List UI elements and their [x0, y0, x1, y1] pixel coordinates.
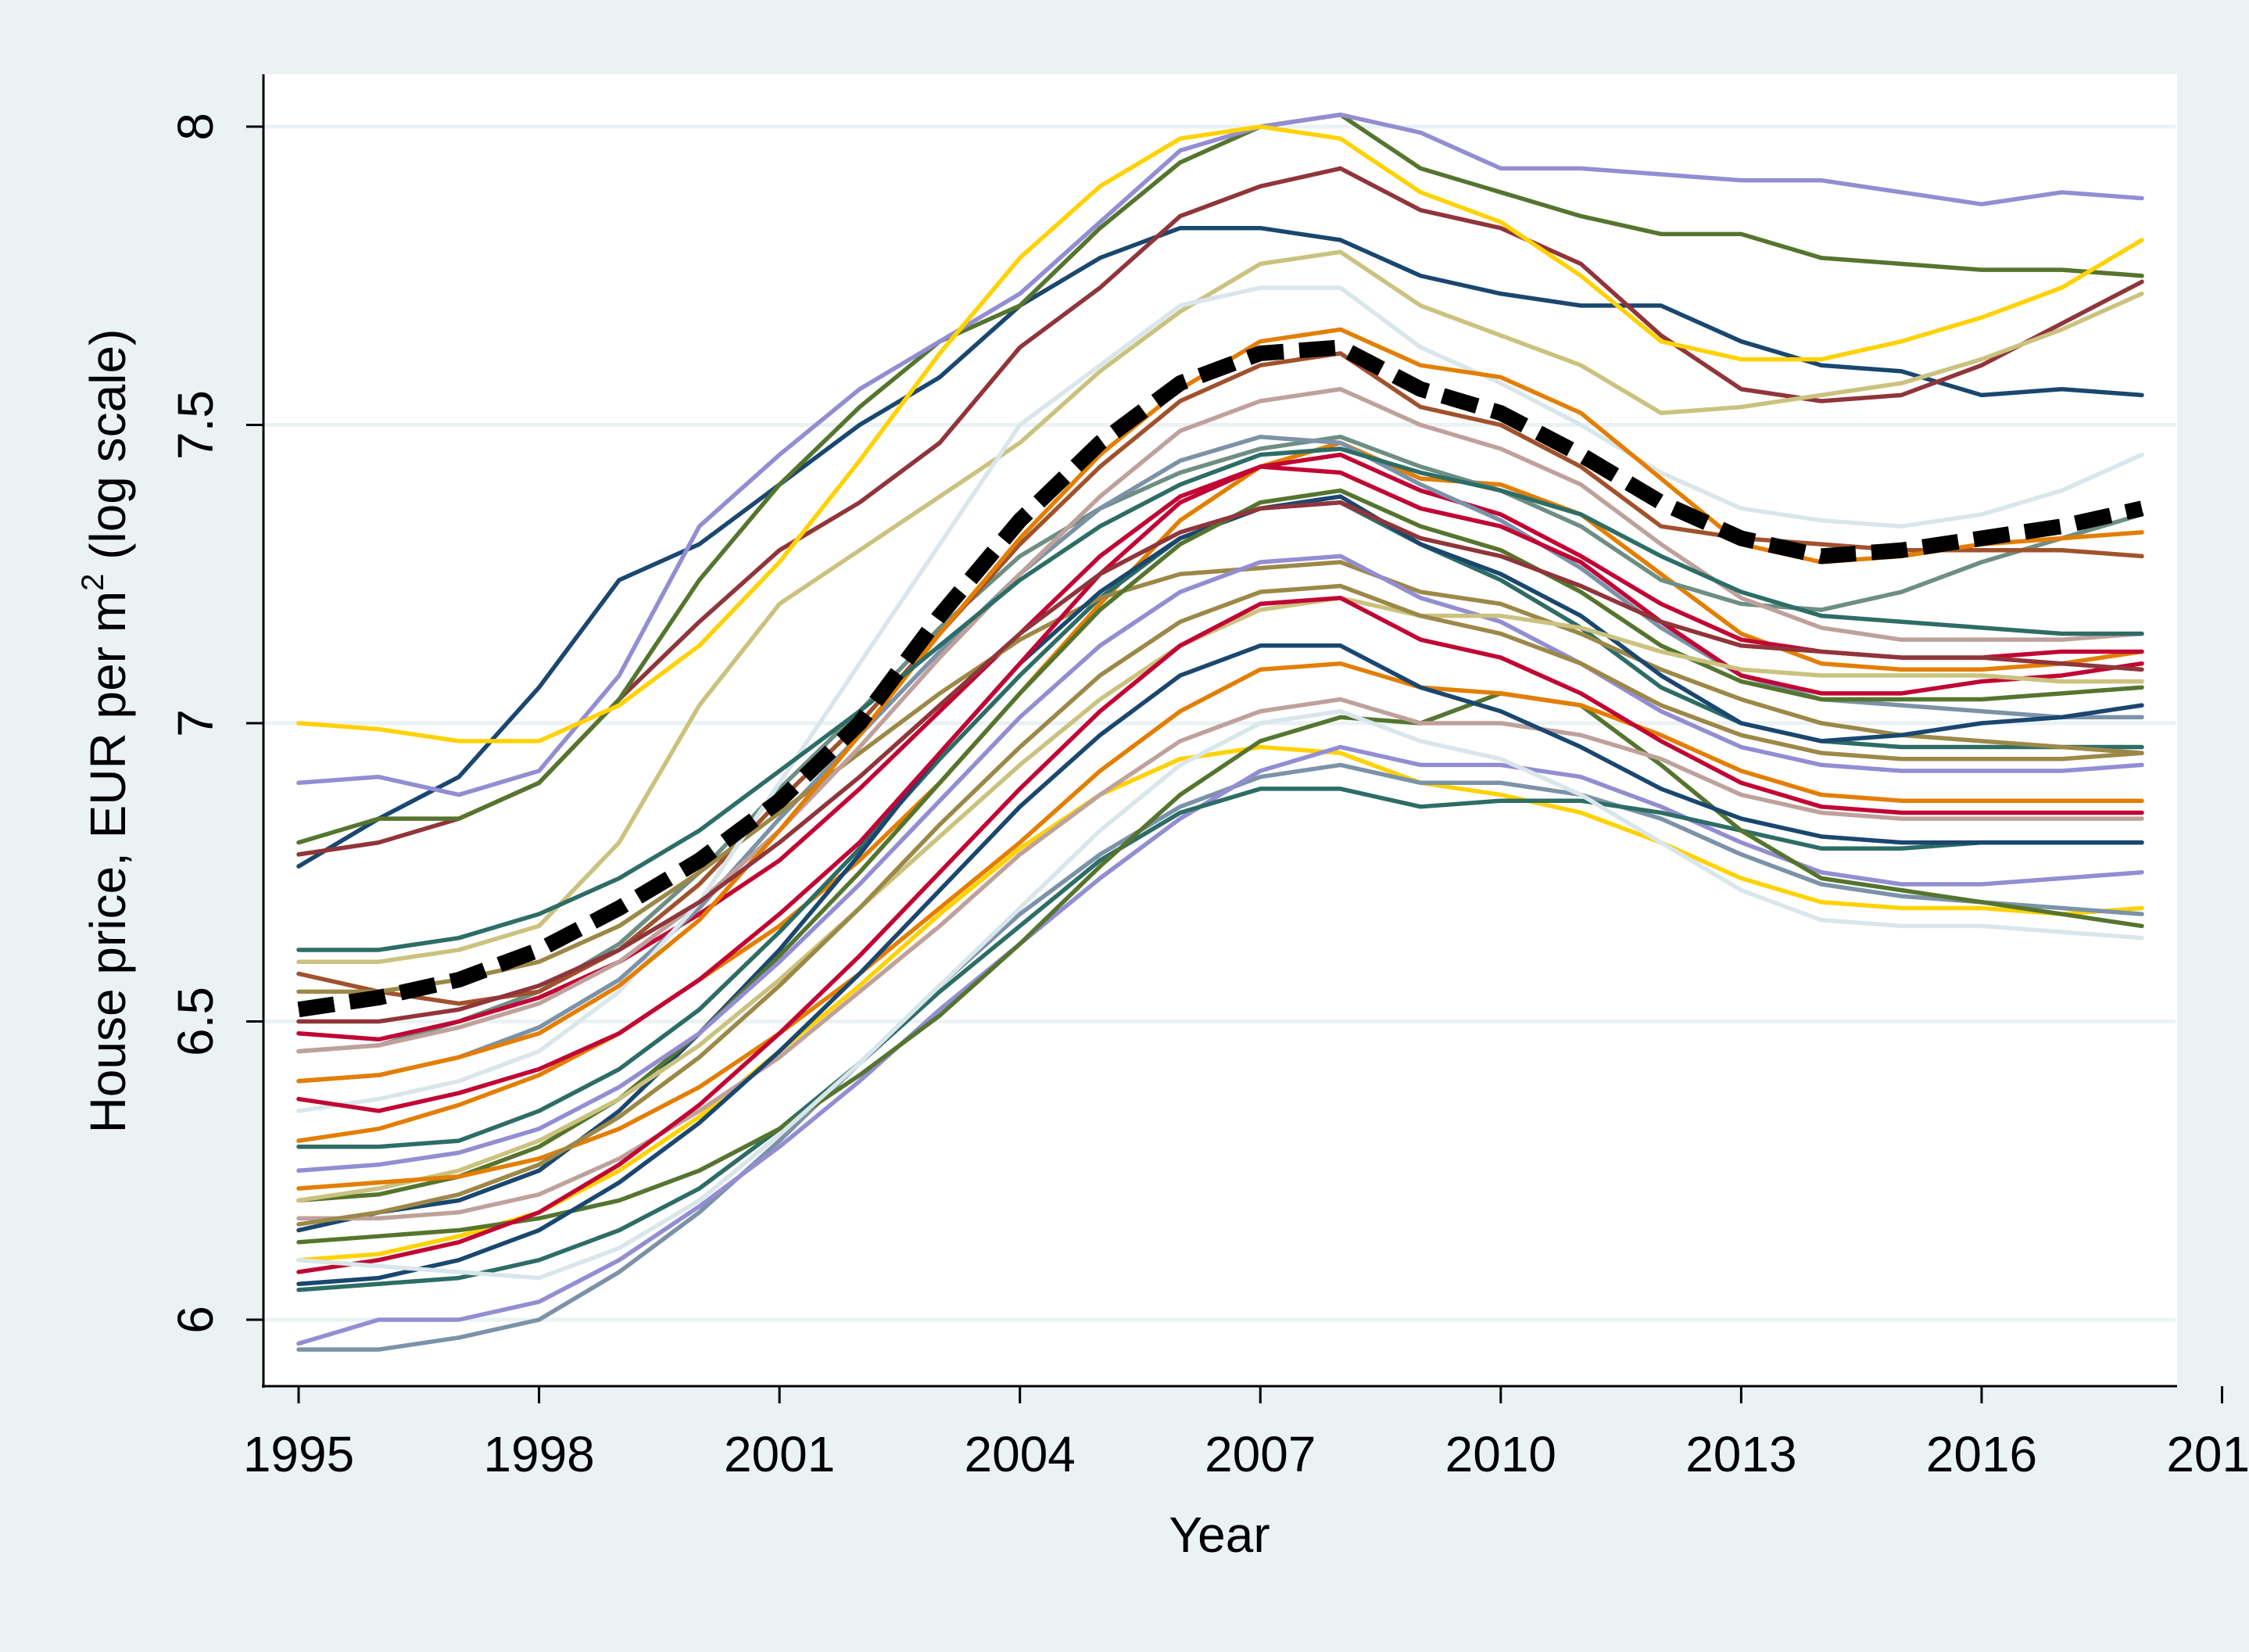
y-axis-title-suffix: (log scale) [80, 329, 136, 574]
series-line-region-33 [296, 708, 2144, 1281]
y-tick-label-7: 7 [167, 709, 224, 737]
gridlines [265, 124, 2176, 1322]
y-tick-label-6.5: 6.5 [167, 987, 224, 1056]
series-line-region-15 [296, 285, 2144, 1113]
axes [262, 74, 2177, 1388]
y-axis-title-superscript: 2 [76, 574, 110, 591]
x-tick-label-2019: 2019 [2166, 1426, 2249, 1482]
x-tick-label-2001: 2001 [724, 1426, 835, 1482]
x-axis-title: Year [1169, 1507, 1270, 1563]
series-line-region-07 [296, 112, 2144, 797]
figure-border [0, 0, 2249, 16]
series-line-region-20 [296, 554, 2144, 1173]
series-line-region-22 [296, 446, 2144, 952]
series-line-region-30 [296, 661, 2144, 1191]
series-line-region-28 [296, 596, 2144, 1203]
y-tick-label-6: 6 [167, 1306, 224, 1334]
ticks: 6 6.5 7 7.5 8 1995 1998 2001 2004 2007 2010 2013 201… [167, 113, 2249, 1482]
mean-series-line [297, 339, 2144, 1018]
series-line-region-12 [296, 560, 2144, 994]
series-line-region-32 [296, 643, 2144, 1286]
series-line-region-24 [296, 762, 2144, 1352]
mean-line-layer [297, 339, 2144, 1018]
series-line-region-08 [296, 249, 2144, 964]
plot-area [262, 74, 2177, 1388]
series-line-region-31 [296, 596, 2144, 1274]
x-tick-label-2007: 2007 [1205, 1426, 1316, 1482]
x-tick-label-1998: 1998 [483, 1426, 594, 1482]
y-tick-label-8: 8 [167, 113, 224, 141]
y-tick-label-7.5: 7.5 [167, 390, 224, 460]
series-line-region-13 [296, 386, 2144, 1054]
x-tick-label-2010: 2010 [1445, 1426, 1556, 1482]
x-tick-label-2004: 2004 [965, 1426, 1076, 1482]
series-line-region-23 [296, 744, 2144, 1263]
series-line-region-21 [296, 500, 2144, 1024]
series-line-region-14 [296, 124, 2144, 744]
series-line-region-25 [296, 744, 2144, 1346]
series-line-region-05 [296, 435, 2144, 1054]
series-line-region-34 [296, 583, 2144, 1227]
x-tick-label-1995: 1995 [243, 1426, 354, 1482]
y-axis-title: House price, EUR per m2 (log scale) [76, 329, 136, 1134]
series-line-region-29 [296, 697, 2144, 1221]
series-lines [296, 112, 2144, 1352]
series-line-region-26 [296, 787, 2144, 1292]
y-axis-title-main: House price, EUR per m [80, 591, 136, 1134]
series-line-region-18 [296, 464, 2144, 1113]
x-tick-label-2013: 2013 [1685, 1426, 1796, 1482]
x-tick-label-2016: 2016 [1926, 1426, 2037, 1482]
series-line-region-01 [296, 225, 2144, 869]
series-line-region-27 [296, 691, 2144, 1245]
